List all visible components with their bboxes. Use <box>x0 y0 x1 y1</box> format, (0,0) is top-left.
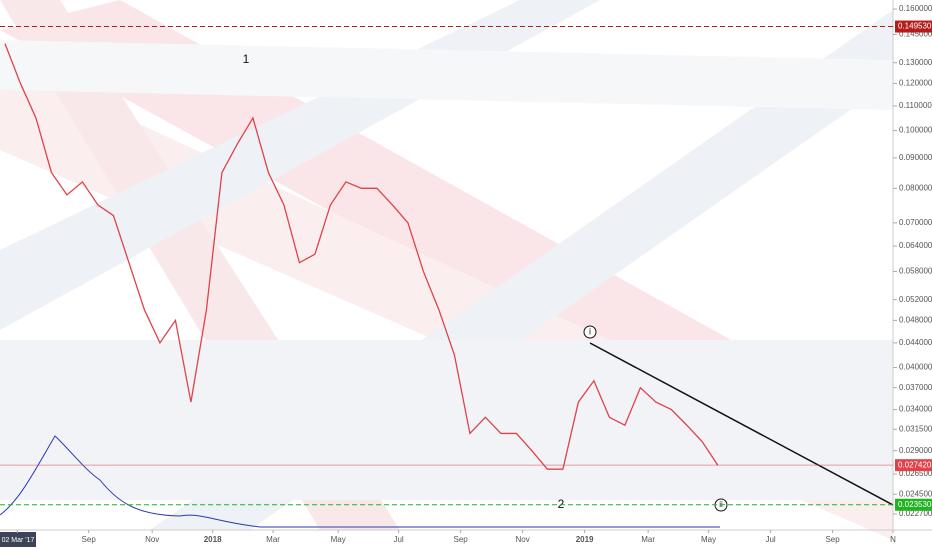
y-tick-label: 0.022700 <box>899 509 932 518</box>
y-tick-label: 0.031500 <box>899 424 932 433</box>
y-tick-label: 0.130000 <box>899 58 932 67</box>
y-tick-label: 0.029000 <box>899 446 932 455</box>
background-bands <box>0 0 893 540</box>
y-tick-label: 0.040000 <box>899 363 932 372</box>
x-tick-label: Jul <box>765 535 775 544</box>
x-tick-label: Nov <box>145 535 159 544</box>
x-tick-label: 2019 <box>576 535 594 544</box>
x-tick-label: Sep <box>82 535 97 544</box>
x-tick-label: Sep <box>825 535 840 544</box>
y-tick-label: 0.160000 <box>899 4 932 13</box>
y-tick-label: 0.034000 <box>899 405 932 414</box>
level-label-box <box>895 498 932 511</box>
y-tick-label: 0.145000 <box>899 30 932 39</box>
y-tick-label: 0.064000 <box>899 241 932 250</box>
level-label: 0.027420 <box>898 460 932 469</box>
level-label-box <box>895 459 932 472</box>
y-tick-label: 0.024500 <box>899 489 932 498</box>
y-tick-label: 0.037000 <box>899 383 932 392</box>
x-tick-label: N <box>890 535 896 544</box>
y-tick-label: 0.044000 <box>899 338 932 347</box>
x-tick-label: Mar <box>266 535 280 544</box>
x-tick-label: May <box>701 535 716 544</box>
trendline <box>589 342 894 506</box>
y-tick-label: 0.080000 <box>899 183 932 192</box>
level-label: 0.149530 <box>898 22 932 31</box>
y-tick-label: 0.110000 <box>899 101 932 110</box>
volume-line <box>0 435 720 528</box>
y-tick-label: 0.070000 <box>899 218 932 227</box>
level-label: 0.023530 <box>898 500 932 509</box>
y-tick-label: 0.052000 <box>899 295 932 304</box>
y-tick-label: 0.090000 <box>899 153 932 162</box>
x-tick-label: Sep <box>453 535 468 544</box>
y-tick-label: 0.058000 <box>899 267 932 276</box>
y-tick-label: 0.100000 <box>899 126 932 135</box>
x-tick-label: Nov <box>515 535 529 544</box>
x-tick-label: 02 Mar '17 <box>2 537 35 544</box>
x-tick-label: 2018 <box>204 535 222 544</box>
start-date-box <box>0 532 36 547</box>
annotation: i <box>589 326 591 336</box>
y-tick-label: 0.120000 <box>899 79 932 88</box>
annotation: 2 <box>558 497 565 511</box>
x-tick-label: Mar <box>641 535 655 544</box>
annotation-circle <box>583 325 597 339</box>
annotation: 1 <box>243 52 250 66</box>
x-tick-label: Jul <box>393 535 403 544</box>
y-tick-label: 0.026500 <box>899 469 932 478</box>
y-tick-label: 0.048000 <box>899 315 932 324</box>
level-label-box <box>895 20 932 33</box>
price-line <box>4 43 719 470</box>
x-tick-label: May <box>331 535 346 544</box>
